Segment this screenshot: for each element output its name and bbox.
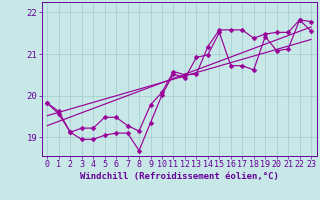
- X-axis label: Windchill (Refroidissement éolien,°C): Windchill (Refroidissement éolien,°C): [80, 172, 279, 181]
